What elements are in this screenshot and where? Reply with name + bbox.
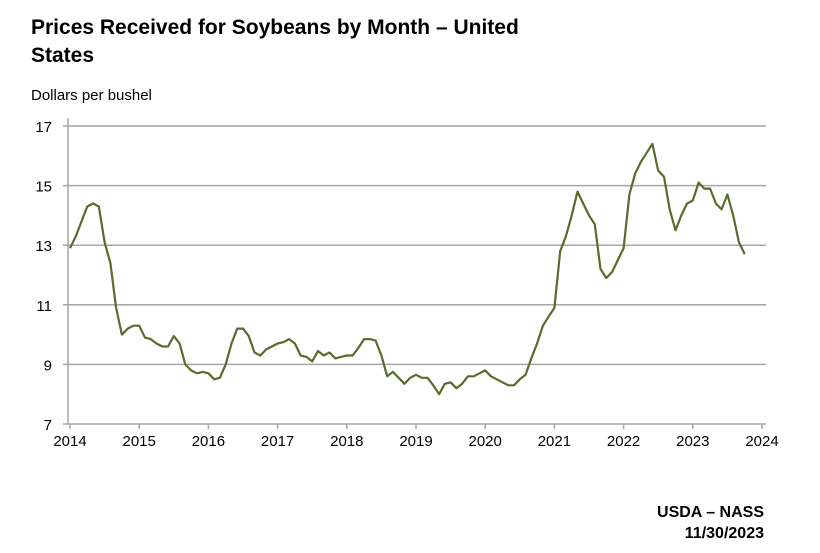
x-tick-label: 2019 [399, 433, 432, 450]
x-tick-label: 2023 [676, 433, 709, 450]
y-tick-label: 17 [35, 119, 52, 136]
chart-title: Prices Received for Soybeans by Month – … [31, 16, 519, 67]
source-note: USDA – NASS 11/30/2023 [657, 502, 764, 544]
y-tick-label: 7 [44, 417, 52, 434]
x-tick-label: 2021 [538, 433, 571, 450]
x-tick-label: 2017 [261, 433, 294, 450]
x-tick-label: 2018 [330, 433, 363, 450]
x-tick-label: 2024 [745, 433, 778, 450]
series-line-soybeans [69, 142, 746, 396]
y-tick-label: 15 [35, 179, 52, 196]
x-tick-label: 2022 [607, 433, 640, 450]
y-axis-label: Dollars per bushel [31, 87, 152, 104]
y-tick-label: 13 [35, 238, 52, 255]
y-tick-label: 11 [36, 298, 52, 315]
x-tick-label: 2016 [192, 433, 225, 450]
source-date: 11/30/2023 [684, 525, 764, 542]
y-tick-label: 9 [44, 357, 52, 374]
x-tick-label: 2014 [53, 433, 86, 450]
source-agency: USDA – NASS [657, 504, 764, 521]
x-tick-label: 2015 [123, 433, 156, 450]
x-tick-label: 2020 [469, 433, 502, 450]
